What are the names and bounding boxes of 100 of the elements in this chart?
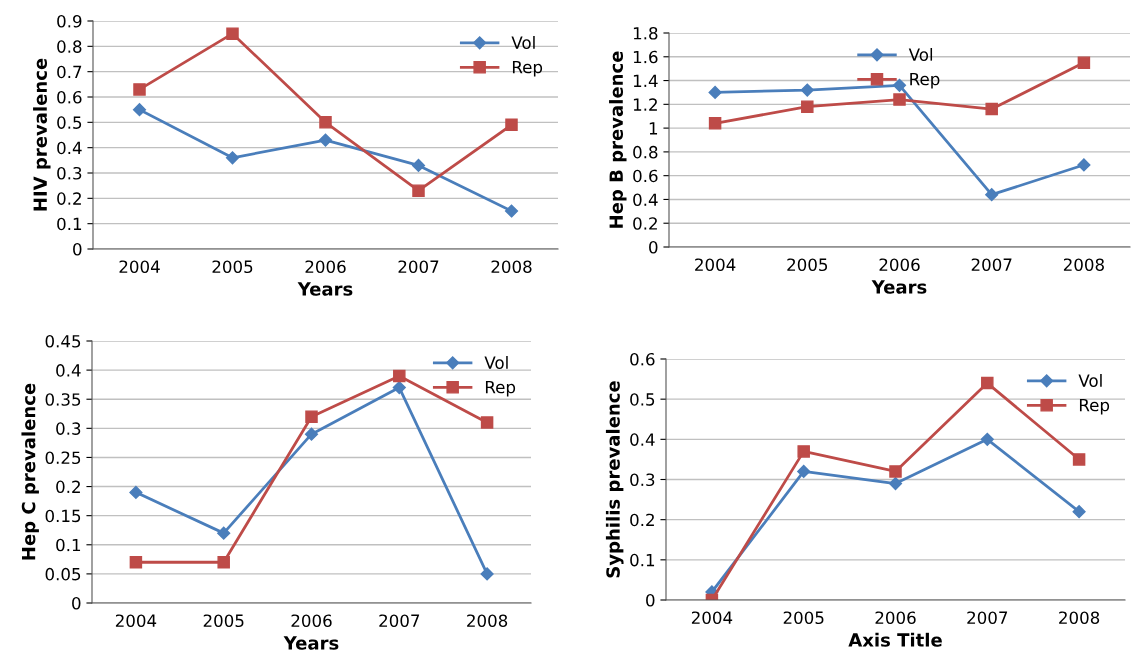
y-tick-label: 0.35: [45, 393, 81, 406]
y-tick-label: 0.1: [57, 217, 82, 231]
point: [129, 485, 143, 499]
point: [318, 133, 333, 147]
point: [892, 78, 907, 92]
point: [480, 567, 494, 581]
point: [708, 85, 722, 100]
x-tick-label: 2006: [875, 611, 916, 625]
y-tick-label: 0: [72, 596, 81, 610]
point: [319, 116, 332, 129]
x-tick-label: 2004: [119, 260, 160, 274]
point: [888, 476, 903, 491]
y-tick-label: 1.6: [633, 50, 658, 64]
y-tick-label: 0.4: [633, 193, 658, 207]
y-tick-label: 0.25: [45, 451, 81, 465]
x-axis-title: Axis Title: [848, 632, 942, 647]
point: [225, 151, 240, 165]
point: [392, 380, 406, 395]
point: [411, 158, 426, 172]
legend-label: Rep: [1079, 398, 1110, 415]
x-tick-label: 2008: [1063, 258, 1104, 272]
y-tick-label: 0.3: [630, 473, 655, 487]
y-tick-label: 0.3: [56, 422, 81, 435]
y-axis-title: Hep C prevalence: [21, 383, 39, 560]
point: [985, 188, 999, 202]
point: [708, 117, 722, 130]
point: [797, 464, 811, 479]
x-tick-label: 2004: [695, 258, 736, 272]
y-tick-label: 0.2: [57, 192, 81, 205]
point: [504, 204, 519, 218]
legend-label: Vol: [908, 48, 933, 61]
point: [412, 184, 425, 197]
legend-label: Rep: [485, 380, 516, 397]
x-tick-label: 2008: [467, 614, 508, 628]
x-axis-title: Years: [283, 636, 339, 650]
x-tick-label: 2007: [379, 614, 420, 628]
y-tick-label: 0.8: [57, 40, 82, 53]
y-tick-label: 1.2: [633, 98, 657, 111]
point: [893, 93, 906, 106]
x-tick-label: 2006: [879, 258, 920, 272]
x-tick-label: 2004: [691, 611, 733, 625]
point: [985, 102, 998, 116]
y-tick-label: 1.8: [633, 26, 658, 40]
y-tick-label: 0.4: [56, 364, 81, 377]
x-axis-title: Years: [297, 282, 353, 296]
point: [1077, 158, 1091, 172]
legend-label: Vol: [484, 356, 508, 369]
point: [889, 465, 902, 478]
legend-label: Rep: [910, 72, 940, 89]
y-tick-label: 1: [649, 122, 658, 135]
y-tick-label: 0.1: [56, 538, 81, 552]
point: [801, 100, 814, 113]
point: [480, 416, 494, 429]
y-axis-title: Hep B prevalence: [609, 51, 627, 228]
y-tick-label: 0.6: [57, 90, 82, 104]
point: [505, 118, 518, 132]
y-tick-label: 0.7: [57, 65, 82, 79]
y-axis-title: HIV prevalence: [33, 58, 51, 211]
y-tick-label: 0.2: [56, 480, 80, 494]
x-tick-label: 2008: [491, 260, 532, 274]
y-tick-label: 0.05: [45, 567, 81, 581]
y-tick-label: 0.6: [633, 169, 658, 183]
y-axis-title: Syphilis prevalence: [605, 381, 624, 578]
point: [1077, 56, 1091, 69]
x-tick-label: 2005: [212, 260, 253, 274]
y-tick-label: 0.45: [45, 334, 81, 348]
point: [129, 555, 143, 569]
point: [1072, 505, 1086, 519]
x-axis-title: Years: [871, 280, 927, 294]
y-tick-label: 0.9: [57, 14, 82, 28]
x-tick-label: 2005: [783, 611, 824, 625]
point: [217, 526, 231, 540]
y-tick-label: 0.5: [57, 116, 82, 129]
x-tick-label: 2005: [203, 614, 244, 628]
point: [1072, 453, 1086, 466]
legend-label: Rep: [512, 60, 543, 77]
y-tick-label: 0.4: [630, 433, 655, 446]
point: [304, 427, 319, 441]
y-tick-label: 0.2: [630, 513, 654, 527]
point: [226, 27, 239, 40]
x-tick-label: 2007: [967, 611, 1008, 625]
y-tick-label: 0: [649, 240, 658, 254]
legend-label: Vol: [511, 36, 535, 49]
x-tick-label: 2008: [1059, 611, 1100, 625]
point: [393, 369, 406, 383]
point: [980, 432, 994, 446]
x-tick-label: 2007: [398, 260, 439, 274]
x-tick-label: 2006: [291, 614, 332, 628]
x-tick-label: 2005: [787, 258, 828, 272]
point: [132, 103, 147, 117]
point: [981, 376, 994, 390]
x-tick-label: 2006: [305, 260, 346, 274]
y-tick-label: 0.4: [57, 141, 82, 155]
point: [133, 83, 146, 96]
y-tick-label: 0.3: [57, 166, 82, 180]
y-tick-label: 0.8: [633, 145, 658, 159]
x-tick-label: 2004: [115, 614, 157, 628]
y-tick-label: 1.4: [633, 74, 658, 87]
y-tick-label: 0.5: [630, 393, 655, 406]
x-tick-label: 2007: [971, 258, 1012, 272]
